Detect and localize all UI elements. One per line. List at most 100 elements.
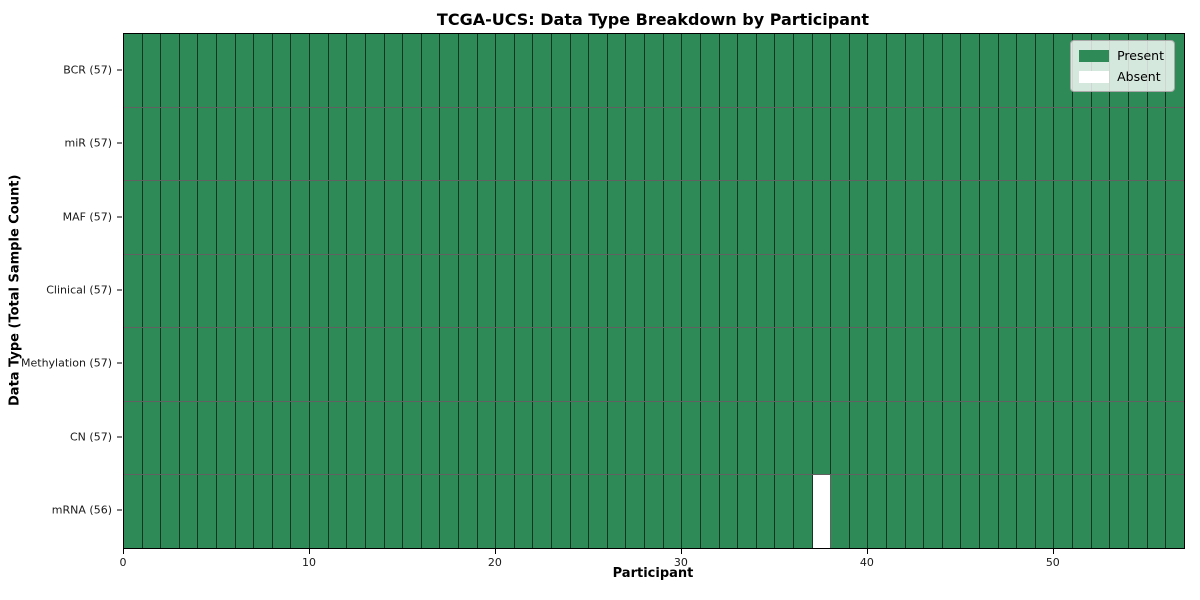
cell-CN-p35-present: [775, 401, 794, 475]
cell-MAF-p27-present: [626, 181, 646, 254]
cell-CN-p21-present: [514, 401, 534, 475]
cell-mRNA-p38-present: [831, 475, 850, 549]
cell-Clinical-p36-present: [793, 254, 813, 328]
cell-mRNA-p16-present: [421, 475, 441, 549]
cell-miR-p48-present: [1017, 107, 1036, 181]
cell-BCR-p6-present: [235, 34, 255, 107]
cell-miR-p47-present: [998, 107, 1018, 181]
cell-CN-p39-present: [849, 401, 869, 475]
cell-Methylation-p28-present: [645, 328, 664, 401]
cell-miR-p38-present: [831, 107, 850, 181]
cell-BCR-p48-present: [1017, 34, 1036, 107]
cell-MAF-p47-present: [998, 181, 1018, 254]
cell-miR-p42-present: [905, 107, 925, 181]
cell-mRNA-p7-present: [254, 475, 273, 549]
cell-Clinical-p9-present: [291, 254, 311, 328]
cell-mRNA-p27-present: [626, 475, 646, 549]
cell-mRNA-p36-present: [793, 475, 813, 549]
cell-Clinical-p17-present: [440, 254, 459, 328]
cell-mRNA-p19-present: [477, 475, 497, 549]
cell-CN-p46-present: [980, 401, 999, 475]
cell-Clinical-p25-present: [589, 254, 608, 328]
cell-miR-p34-present: [756, 107, 776, 181]
cell-BCR-p45-present: [961, 34, 981, 107]
cell-MAF-p9-present: [291, 181, 311, 254]
x-tick-mark-50: [1052, 549, 1054, 554]
cell-Methylation-p42-present: [905, 328, 925, 401]
cell-mRNA-p46-present: [980, 475, 999, 549]
cell-miR-p50-present: [1054, 107, 1074, 181]
cell-miR-p4-present: [198, 107, 218, 181]
cell-mRNA-p37-absent: [812, 475, 832, 549]
cell-miR-p43-present: [924, 107, 943, 181]
cell-Methylation-p8-present: [272, 328, 292, 401]
cell-MAF-p45-present: [961, 181, 981, 254]
cell-mRNA-p9-present: [291, 475, 311, 549]
cell-mRNA-p21-present: [514, 475, 534, 549]
heatmap-row-Clinical: [124, 254, 1184, 329]
cell-Clinical-p20-present: [496, 254, 515, 328]
cell-mRNA-p44-present: [942, 475, 962, 549]
cell-Methylation-p22-present: [533, 328, 553, 401]
cell-CN-p25-present: [589, 401, 608, 475]
cell-BCR-p14-present: [384, 34, 404, 107]
x-axis-label: Participant: [612, 566, 694, 581]
cell-Clinical-p31-present: [700, 254, 720, 328]
cell-Methylation-p14-present: [384, 328, 404, 401]
y-tick-mark-Methylation: [117, 362, 122, 364]
cell-BCR-p3-present: [179, 34, 199, 107]
cell-Methylation-p19-present: [477, 328, 497, 401]
cell-Clinical-p27-present: [626, 254, 646, 328]
x-tick-mark-40: [866, 549, 868, 554]
cell-Clinical-p54-present: [1128, 254, 1148, 328]
cell-BCR-p38-present: [831, 34, 850, 107]
y-tick-mark-Clinical: [117, 289, 122, 291]
cell-mRNA-p3-present: [179, 475, 199, 549]
cell-miR-p32-present: [719, 107, 739, 181]
cell-CN-p14-present: [384, 401, 404, 475]
cell-Methylation-p0-present: [124, 328, 143, 401]
cell-BCR-p22-present: [533, 34, 553, 107]
cell-Clinical-p12-present: [347, 254, 366, 328]
cell-MAF-p15-present: [403, 181, 422, 254]
cell-CN-p38-present: [831, 401, 850, 475]
cell-CN-p0-present: [124, 401, 143, 475]
cell-Clinical-p15-present: [403, 254, 422, 328]
cell-Clinical-p3-present: [179, 254, 199, 328]
cell-BCR-p9-present: [291, 34, 311, 107]
cell-BCR-p8-present: [272, 34, 292, 107]
cell-Clinical-p53-present: [1110, 254, 1129, 328]
cell-Methylation-p56-present: [1166, 328, 1184, 401]
cell-Methylation-p3-present: [179, 328, 199, 401]
cell-CN-p40-present: [868, 401, 887, 475]
cell-miR-p31-present: [700, 107, 720, 181]
cell-Methylation-p20-present: [496, 328, 515, 401]
y-tick-label-Methylation: Methylation (57): [21, 356, 112, 370]
cell-miR-p41-present: [886, 107, 906, 181]
x-tick-mark-10: [308, 549, 310, 554]
cell-BCR-p20-present: [496, 34, 515, 107]
x-tick-label-0: 0: [119, 556, 127, 569]
cell-CN-p3-present: [179, 401, 199, 475]
cell-mRNA-p53-present: [1110, 475, 1129, 549]
cell-CN-p19-present: [477, 401, 497, 475]
cell-Methylation-p32-present: [719, 328, 739, 401]
cell-miR-p33-present: [738, 107, 757, 181]
cell-miR-p52-present: [1091, 107, 1111, 181]
cell-MAF-p46-present: [980, 181, 999, 254]
cell-Clinical-p37-present: [812, 254, 832, 328]
cell-Clinical-p16-present: [421, 254, 441, 328]
cell-Clinical-p43-present: [924, 254, 943, 328]
cell-Methylation-p43-present: [924, 328, 943, 401]
cell-CN-p30-present: [682, 401, 701, 475]
cell-mRNA-p17-present: [440, 475, 459, 549]
cell-BCR-p13-present: [365, 34, 385, 107]
cell-MAF-p53-present: [1110, 181, 1129, 254]
cell-BCR-p44-present: [942, 34, 962, 107]
cell-BCR-p27-present: [626, 34, 646, 107]
cell-CN-p23-present: [552, 401, 571, 475]
cell-mRNA-p50-present: [1054, 475, 1074, 549]
cell-BCR-p15-present: [403, 34, 422, 107]
cell-mRNA-p0-present: [124, 475, 143, 549]
cell-miR-p22-present: [533, 107, 553, 181]
